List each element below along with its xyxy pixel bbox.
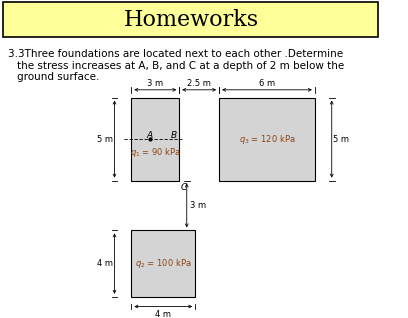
Text: 3 m: 3 m xyxy=(190,201,206,210)
Text: A: A xyxy=(146,131,153,140)
Text: 5 m: 5 m xyxy=(97,135,113,144)
Text: $q_1$ = 90 kPa: $q_1$ = 90 kPa xyxy=(130,146,181,159)
Text: 4 m: 4 m xyxy=(155,310,171,318)
Text: 3 m: 3 m xyxy=(147,80,163,88)
Text: the stress increases at A, B, and C at a depth of 2 m below the: the stress increases at A, B, and C at a… xyxy=(17,60,344,71)
Text: 4 m: 4 m xyxy=(97,259,113,268)
Bar xyxy=(131,98,179,181)
Text: B: B xyxy=(171,131,177,140)
Bar xyxy=(219,98,315,181)
Text: $q_2$ = 100 kPa: $q_2$ = 100 kPa xyxy=(135,257,192,270)
Text: 2.5 m: 2.5 m xyxy=(187,80,211,88)
Text: ground surface.: ground surface. xyxy=(17,72,99,82)
Text: C: C xyxy=(180,183,186,191)
Text: $q_3$ = 120 kPa: $q_3$ = 120 kPa xyxy=(239,133,295,146)
Bar xyxy=(3,2,378,37)
Text: Homeworks: Homeworks xyxy=(124,9,259,31)
Bar xyxy=(131,230,195,297)
Text: 6 m: 6 m xyxy=(259,80,275,88)
Text: 3.3Three foundations are located next to each other .Determine: 3.3Three foundations are located next to… xyxy=(7,49,343,59)
Text: 5 m: 5 m xyxy=(333,135,349,144)
